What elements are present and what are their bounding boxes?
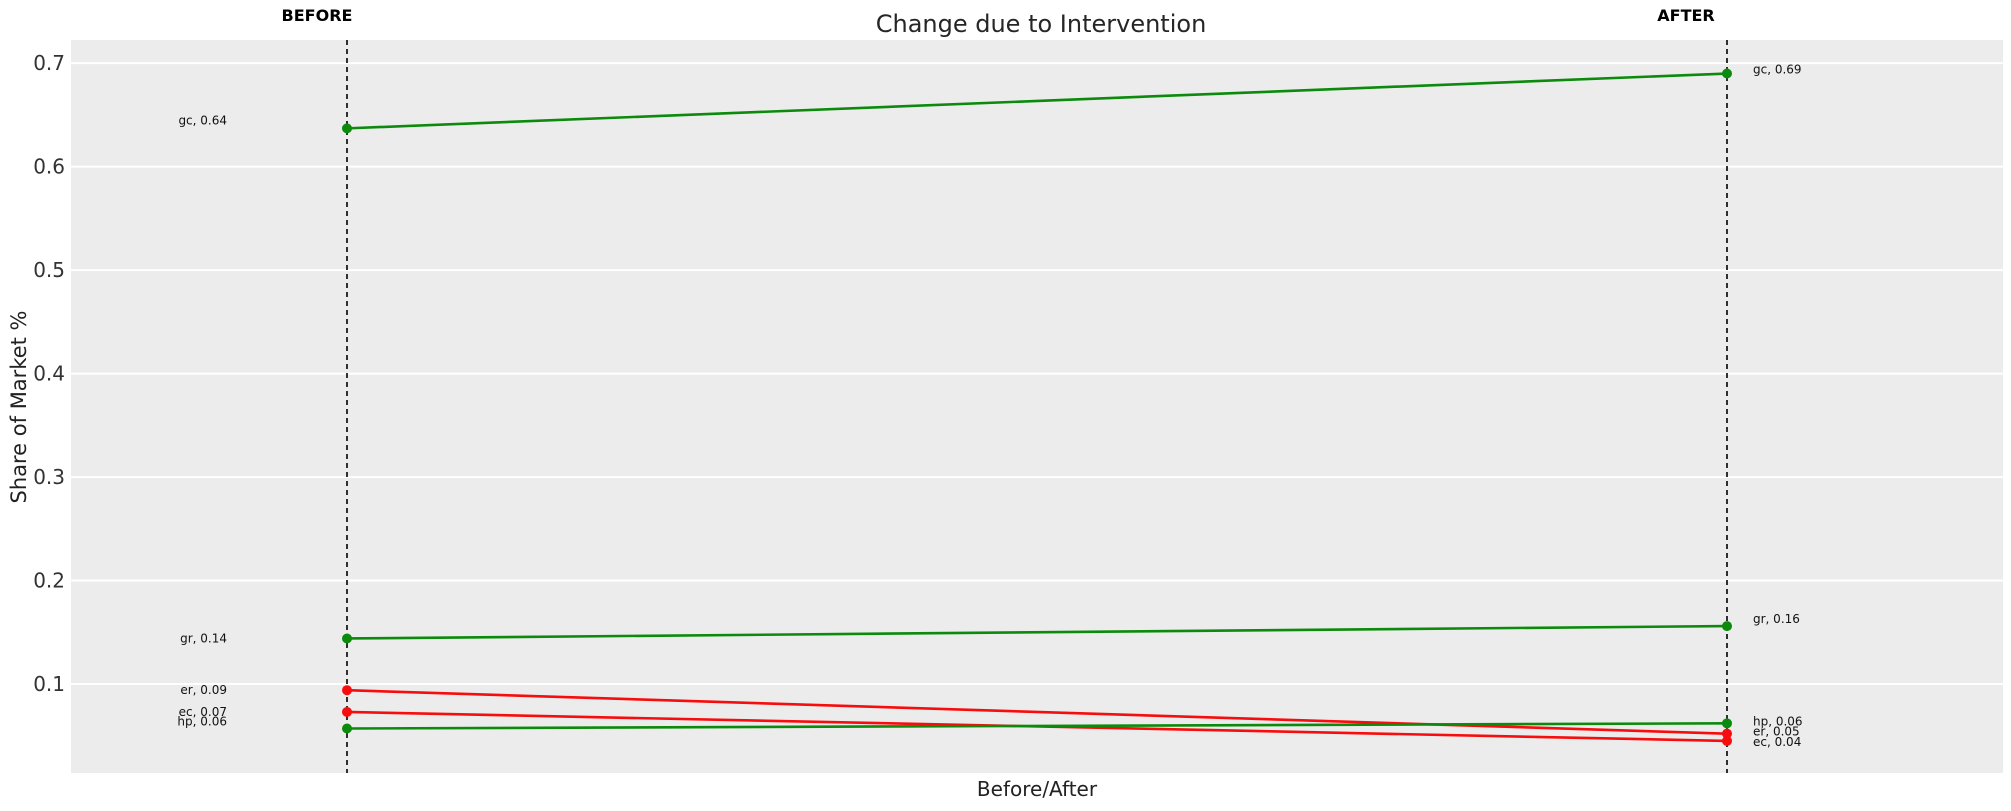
point-ec-after: [1722, 735, 1732, 746]
series-line-hp: [346, 722, 1728, 730]
label-hp-after: hp, 0.06: [1753, 714, 1803, 728]
point-gc-before: [342, 123, 352, 134]
y-tick-0.3: 0.3: [33, 465, 65, 489]
y-tick-0.1: 0.1: [33, 672, 65, 696]
after-column-label: AFTER: [1657, 6, 1714, 25]
label-gc-before: gc, 0.64: [178, 113, 227, 127]
label-gr-before: gr, 0.14: [180, 631, 227, 645]
y-tick-0.4: 0.4: [33, 362, 65, 386]
point-hp-before: [342, 723, 352, 734]
label-gr-after: gr, 0.16: [1753, 612, 1800, 626]
point-gr-after: [1722, 621, 1732, 632]
point-hp-after: [1722, 718, 1732, 729]
label-ec-after: ec, 0.04: [1753, 735, 1801, 749]
y-tick-0.7: 0.7: [33, 51, 65, 75]
x-axis-label: Before/After: [977, 777, 1098, 801]
y-axis-label: Share of Market %: [7, 310, 31, 503]
y-tick-0.2: 0.2: [33, 569, 65, 593]
y-tick-0.6: 0.6: [33, 155, 65, 179]
plot-area: [71, 40, 2003, 773]
chart-title: Change due to Intervention: [876, 10, 1207, 38]
series-line-gc: [346, 72, 1728, 130]
series-line-gr: [346, 624, 1728, 640]
label-ec-before: ec, 0.07: [179, 705, 227, 719]
data-point-labels: gc, 0.64 gc, 0.69 gr, 0.14 gr, 0.16 er, 0.09…: [177, 63, 1802, 749]
label-hp-before: hp, 0.06: [177, 715, 227, 729]
point-er-after: [1722, 728, 1732, 739]
label-er-after: er, 0.05: [1753, 725, 1800, 739]
before-column-label: BEFORE: [282, 6, 353, 25]
point-er-before: [342, 685, 352, 696]
y-tick-labels: 0.1 0.2 0.3 0.4 0.5 0.6 0.7: [33, 51, 65, 696]
label-gc-after: gc, 0.69: [1753, 63, 1802, 77]
point-gr-before: [342, 633, 352, 644]
point-gc-after: [1722, 68, 1732, 79]
y-tick-0.5: 0.5: [33, 258, 65, 282]
series-line-er: [346, 688, 1728, 735]
series-lines: [346, 72, 1728, 743]
gridlines: [71, 62, 2003, 686]
point-ec-before: [342, 706, 352, 717]
series-points: [342, 68, 1732, 746]
label-er-before: er, 0.09: [180, 683, 227, 697]
